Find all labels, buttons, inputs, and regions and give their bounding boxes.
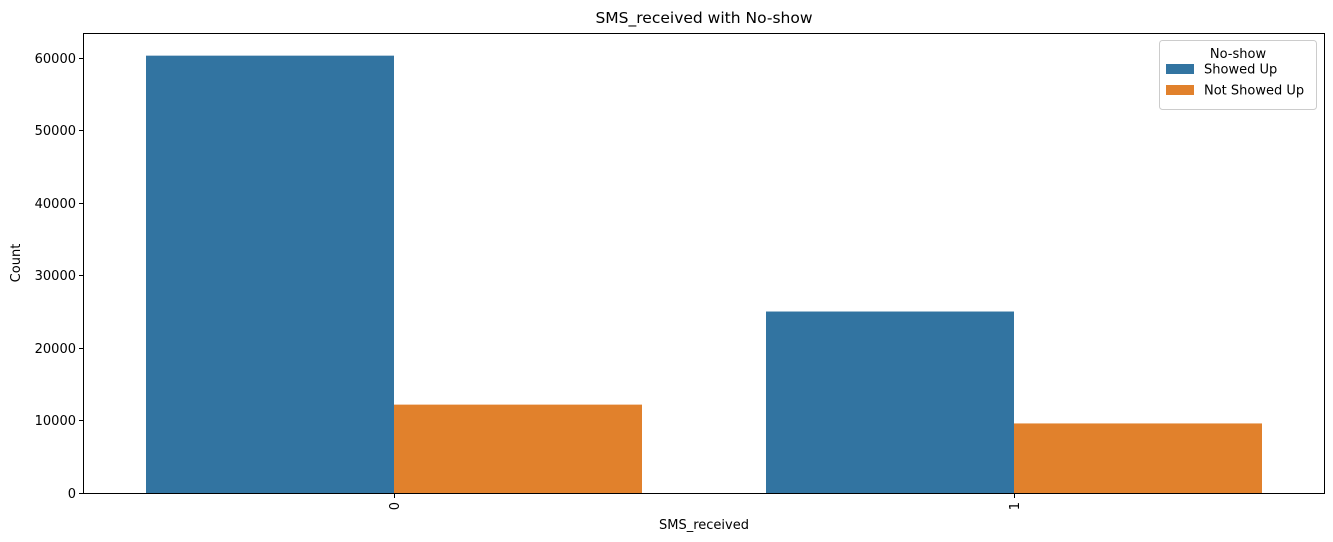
legend-box bbox=[1159, 40, 1317, 110]
x-tick-label: 1 bbox=[1008, 502, 1023, 510]
x-axis-title: SMS_received bbox=[659, 518, 749, 533]
bar-not-showed-up-1 bbox=[1014, 423, 1262, 493]
legend-label: Showed Up bbox=[1204, 63, 1277, 78]
bars-group bbox=[146, 55, 1262, 493]
y-tick-label: 10000 bbox=[35, 414, 76, 429]
y-axis-title: Count bbox=[9, 244, 24, 283]
legend-swatch-showed-up bbox=[1166, 64, 1194, 74]
y-tick-label: 20000 bbox=[35, 342, 76, 357]
bar-not-showed-up-0 bbox=[394, 404, 642, 493]
legend-title: No-show bbox=[1210, 47, 1267, 62]
y-tick-label: 0 bbox=[68, 487, 76, 502]
x-tick-label: 0 bbox=[388, 502, 403, 510]
legend-entries: Showed Up Not Showed Up bbox=[1166, 63, 1304, 99]
legend-label: Not Showed Up bbox=[1204, 84, 1304, 99]
y-tick-label: 40000 bbox=[35, 197, 76, 212]
legend-swatch-not-showed-up bbox=[1166, 85, 1194, 95]
y-tick-label: 60000 bbox=[35, 52, 76, 67]
plot-frame bbox=[83, 33, 1325, 494]
chart-title: SMS_received with No-show bbox=[595, 9, 812, 28]
bar-showed-up-1 bbox=[766, 311, 1014, 493]
legend: No-show Showed Up Not Showed Up bbox=[1159, 40, 1317, 110]
bar-showed-up-0 bbox=[146, 55, 394, 493]
y-tick-label: 30000 bbox=[35, 269, 76, 284]
y-axis: 0 10000 20000 30000 40000 50000 60000 bbox=[35, 52, 84, 502]
y-tick-label: 50000 bbox=[35, 124, 76, 139]
